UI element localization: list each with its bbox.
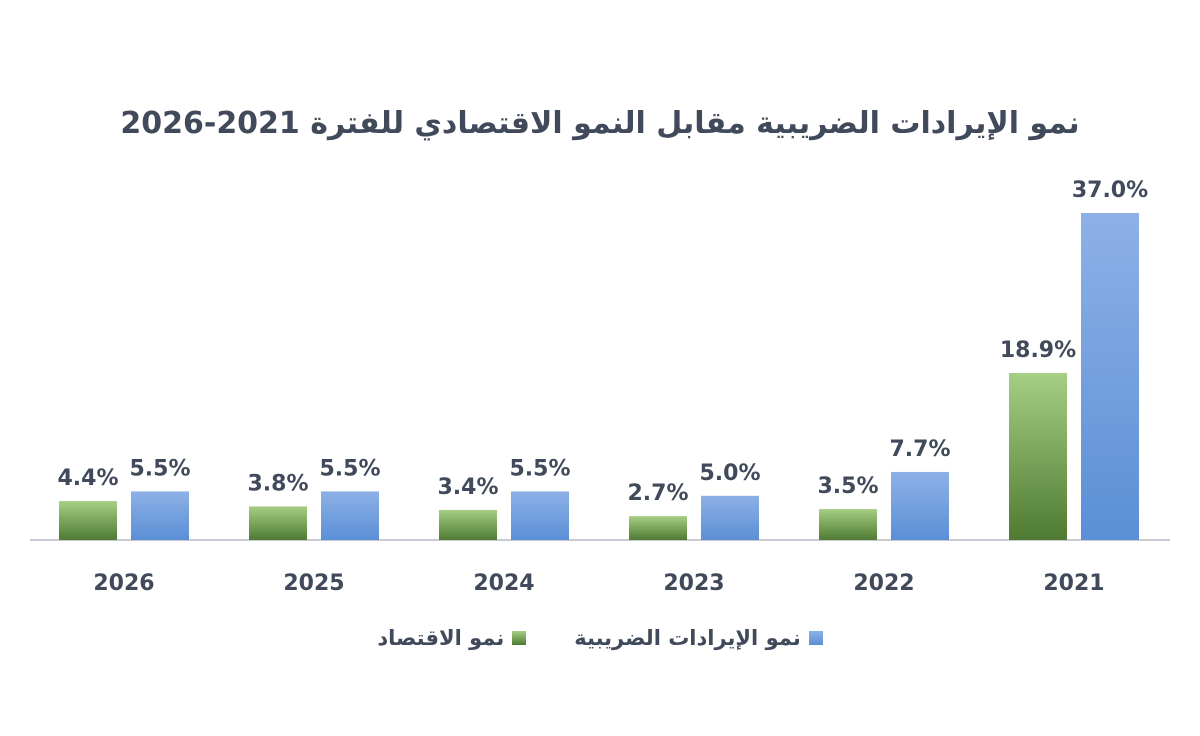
data-label-tax-revenue-2025: 5.5%: [319, 456, 380, 481]
bar-economy-2024: [439, 509, 497, 540]
bar-tax-revenue-2025: [321, 491, 379, 540]
bar-economy-2025: [249, 506, 307, 540]
bar-tax-revenue-2021: [1081, 213, 1139, 540]
data-label-tax-revenue-2023: 5.0%: [699, 461, 760, 486]
legend-swatch-tax-revenue: [808, 631, 823, 645]
data-label-economy-2022: 3.5%: [817, 474, 878, 499]
bar-economy-2026: [59, 501, 117, 540]
data-label-economy-2025: 3.8%: [247, 471, 308, 496]
data-label-tax-revenue-2022: 7.7%: [889, 437, 950, 462]
data-label-tax-revenue-2021: 37.0%: [1072, 178, 1148, 203]
x-tick-label-2023: 2023: [663, 571, 724, 596]
bar-economy-2022: [819, 509, 877, 540]
legend-label-tax-revenue: نمو الإيرادات الضريبية: [574, 626, 801, 650]
x-tick-label-2021: 2021: [1043, 571, 1104, 596]
legend-label-economy: نمو الاقتصاد: [377, 626, 505, 650]
legend-item-economy: نمو الاقتصاد: [377, 626, 527, 650]
data-label-tax-revenue-2024: 5.5%: [509, 456, 570, 481]
bar-tax-revenue-2022: [891, 471, 949, 540]
data-label-tax-revenue-2026: 5.5%: [129, 456, 190, 481]
bar-tax-revenue-2024: [511, 491, 569, 540]
bar-tax-revenue-2026: [131, 491, 189, 540]
x-tick-label-2025: 2025: [283, 571, 344, 596]
data-label-economy-2026: 4.4%: [57, 466, 118, 491]
data-label-economy-2021: 18.9%: [1000, 338, 1076, 363]
chart-title: نمو الإيرادات الضريبية مقابل النمو الاقت…: [120, 106, 1080, 141]
data-label-economy-2024: 3.4%: [437, 475, 498, 500]
bar-economy-2023: [629, 516, 687, 540]
x-tick-label-2024: 2024: [473, 571, 534, 596]
data-label-economy-2023: 2.7%: [627, 481, 688, 506]
legend-item-tax-revenue: نمو الإيرادات الضريبية: [574, 626, 823, 650]
x-tick-label-2026: 2026: [93, 571, 154, 596]
x-tick-label-2022: 2022: [853, 571, 914, 596]
chart-legend: نمو الإيرادات الضريبية نمو الاقتصاد: [0, 626, 1200, 650]
bar-tax-revenue-2023: [701, 495, 759, 540]
legend-swatch-economy: [512, 631, 527, 645]
bar-economy-2021: [1009, 372, 1067, 540]
